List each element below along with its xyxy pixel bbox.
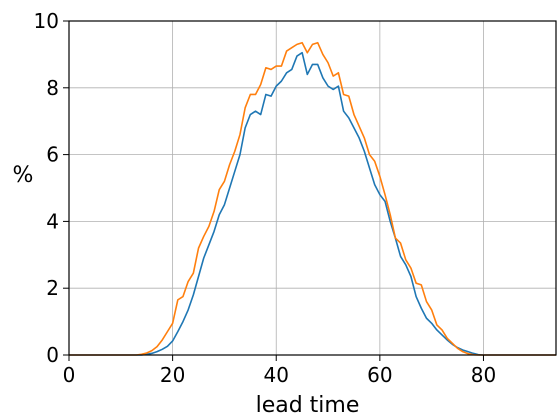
y-tick-label: 4 — [46, 209, 59, 233]
series-lines — [69, 41, 556, 356]
x-tick-label: 0 — [63, 363, 76, 387]
y-tick-label: 8 — [46, 76, 59, 100]
y-tick-label: 0 — [46, 343, 59, 367]
x-tick-label: 20 — [160, 363, 185, 387]
y-tick-label: 6 — [46, 143, 59, 167]
axis-ticks: 0 20 40 60 80 0 2 4 6 8 10 — [34, 9, 497, 387]
x-tick-label: 80 — [471, 363, 496, 387]
x-axis-label: lead time — [256, 393, 360, 418]
y-tick-label: 10 — [34, 9, 59, 33]
series-line-1 — [69, 51, 556, 356]
x-tick-label: 40 — [264, 363, 289, 387]
y-axis-label: % — [13, 163, 34, 188]
plot-frame — [68, 20, 557, 356]
y-tick-label: 2 — [46, 276, 59, 300]
x-tick-label: 60 — [367, 363, 392, 387]
series-line-2 — [69, 41, 556, 356]
gridlines — [68, 20, 556, 356]
